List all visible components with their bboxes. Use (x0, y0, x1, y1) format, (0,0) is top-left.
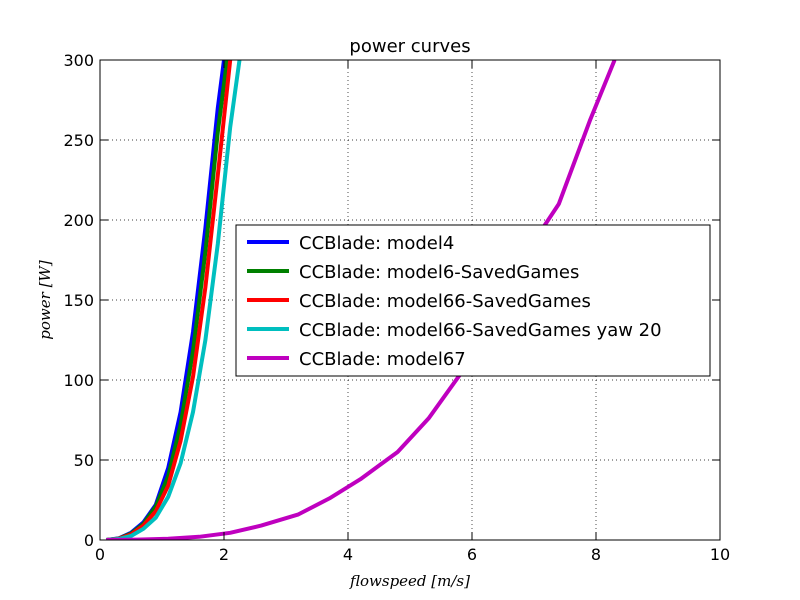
legend: CCBlade: model4 CCBlade: model6-SavedGame… (235, 224, 711, 377)
x-tick-label: 10 (710, 545, 730, 564)
x-tick-label: 8 (591, 545, 601, 564)
x-tick-label: 0 (95, 545, 105, 564)
chart-title: power curves (349, 36, 470, 57)
legend-box (235, 224, 711, 377)
x-tick-label: 2 (219, 545, 229, 564)
x-axis-label: flowspeed [m/s] (349, 572, 470, 590)
y-axis-label: power [W] (36, 260, 54, 340)
y-tick-label: 300 (63, 51, 94, 70)
legend-label: CCBlade: model6-SavedGames (299, 262, 579, 283)
y-tick-label: 200 (63, 211, 94, 230)
series-line-4 (106, 60, 242, 540)
legend-label: CCBlade: model4 (299, 233, 454, 254)
y-tick-label: 250 (63, 131, 94, 150)
x-tick-label: 6 (467, 545, 477, 564)
x-tick-label: 4 (343, 545, 353, 564)
legend-label: CCBlade: model66-SavedGames (299, 291, 591, 312)
y-tick-label: 50 (74, 451, 94, 470)
y-tick-label: 0 (84, 531, 94, 550)
legend-label: CCBlade: model67 (299, 349, 466, 370)
legend-label: CCBlade: model66-SavedGames yaw 20 (299, 320, 662, 341)
y-tick-label: 100 (63, 371, 94, 390)
y-tick-label: 150 (63, 291, 94, 310)
